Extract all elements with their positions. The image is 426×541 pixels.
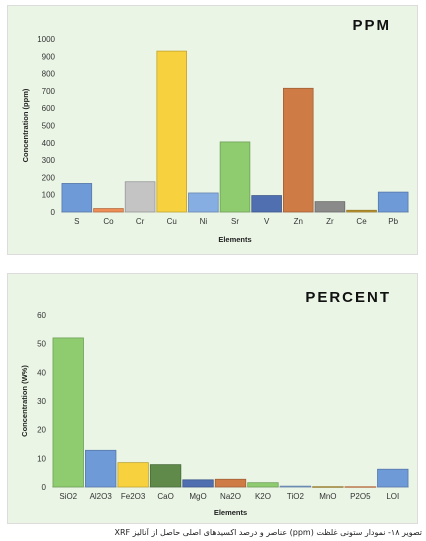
percent-y-tick-label: 10: [37, 454, 46, 463]
percent-x-tick-label: TiO2: [287, 492, 305, 501]
percent-x-tick-label: LOI: [386, 492, 399, 501]
ppm-y-tick-label: 200: [42, 173, 56, 182]
percent-bar-al2o3: [85, 449, 117, 488]
percent-bar-mno: [312, 486, 344, 488]
ppm-bar-cr: [124, 181, 156, 213]
ppm-y-tick-label: 300: [42, 156, 56, 165]
percent-y-axis-label: Concentration (W%): [20, 365, 29, 437]
percent-y-tick-label: 40: [37, 368, 46, 377]
figure-caption: تصویر ۱۸- نمودار ستونی غلظت (ppm) عناصر …: [114, 528, 422, 537]
ppm-y-tick-label: 1000: [37, 35, 55, 44]
ppm-x-tick-label: Ni: [200, 217, 208, 226]
percent-chart-panel: PERCENT 0 10 20 30 40 50 60 SiO2 Al2O3 Fe2O3 CaO Mg…: [7, 273, 418, 524]
percent-x-tick-label: Fe2O3: [121, 492, 146, 501]
percent-bar-k2o: [247, 482, 279, 488]
ppm-x-tick-label: Co: [103, 217, 114, 226]
ppm-chart-panel: PPM 0 100 200 300 400 500 600 700 800 900 1000 S Co C…: [7, 5, 418, 255]
percent-x-tick-label: SiO2: [59, 492, 77, 501]
ppm-x-tick-label: Pb: [388, 217, 398, 226]
ppm-bar-cu: [156, 50, 187, 213]
percent-bar-chart: 0 10 20 30 40 50 60 SiO2 Al2O3 Fe2O3 CaO MgO Na2O K2O…: [20, 311, 409, 517]
ppm-bar-zn: [283, 87, 314, 213]
percent-bar-sio2: [52, 337, 84, 488]
percent-y-tick-label: 0: [42, 483, 47, 492]
percent-x-tick-label: Al2O3: [90, 492, 113, 501]
ppm-bar-pb: [377, 191, 409, 213]
percent-y-tick-label: 50: [37, 340, 46, 349]
percent-bar-loi: [377, 468, 409, 488]
percent-x-tick-label: P2O5: [350, 492, 371, 501]
ppm-x-tick-label: S: [74, 217, 79, 226]
ppm-y-tick-label: 700: [42, 87, 56, 96]
percent-bar-p2o5: [344, 486, 376, 488]
percent-bar-mgo: [182, 479, 214, 488]
percent-y-tick-label: 20: [37, 426, 46, 435]
ppm-bar-zr: [314, 201, 346, 213]
ppm-y-tick-label: 800: [42, 70, 56, 79]
percent-bar-na2o: [214, 478, 247, 488]
ppm-chart-title: PPM: [352, 17, 391, 34]
ppm-x-tick-label: Zr: [326, 217, 334, 226]
ppm-x-tick-label: Sr: [231, 217, 239, 226]
ppm-bar-ce: [346, 209, 377, 213]
ppm-bar-chart: 0 100 200 300 400 500 600 700 800 900 1000 S Co Cr Cu N…: [21, 35, 409, 244]
percent-y-tick-label: 60: [37, 311, 46, 320]
ppm-y-tick-label: 600: [42, 104, 56, 113]
ppm-y-tick-label: 0: [51, 208, 56, 217]
percent-y-tick-label: 30: [37, 397, 46, 406]
percent-x-tick-label: Na2O: [220, 492, 241, 501]
ppm-y-tick-label: 400: [42, 139, 56, 148]
percent-bar-fe2o3: [117, 462, 149, 488]
ppm-x-tick-label: V: [264, 217, 270, 226]
ppm-y-tick-label: 100: [42, 191, 56, 200]
ppm-bar-s: [61, 183, 93, 213]
percent-x-tick-label: MgO: [189, 492, 206, 501]
ppm-x-tick-label: Cr: [136, 217, 145, 226]
ppm-x-tick-label: Zn: [294, 217, 303, 226]
percent-x-tick-label: K2O: [255, 492, 271, 501]
ppm-bar-ni: [188, 192, 219, 213]
ppm-y-axis-label: Concentration (ppm): [21, 88, 30, 162]
ppm-bar-v: [251, 195, 282, 213]
ppm-x-tick-label: Ce: [356, 217, 367, 226]
ppm-y-tick-label: 500: [42, 122, 56, 131]
ppm-x-tick-label: Cu: [167, 217, 177, 226]
percent-x-axis-label: Elements: [214, 508, 247, 517]
ppm-bar-sr: [219, 141, 251, 213]
percent-bar-cao: [149, 464, 182, 488]
percent-x-tick-label: MnO: [319, 492, 336, 501]
ppm-bar-co: [93, 208, 124, 213]
ppm-y-tick-label: 900: [42, 52, 56, 61]
percent-chart-title: PERCENT: [305, 289, 391, 306]
percent-bar-tio2: [279, 485, 312, 488]
percent-x-tick-label: CaO: [157, 492, 173, 501]
ppm-x-axis-label: Elements: [218, 235, 251, 244]
